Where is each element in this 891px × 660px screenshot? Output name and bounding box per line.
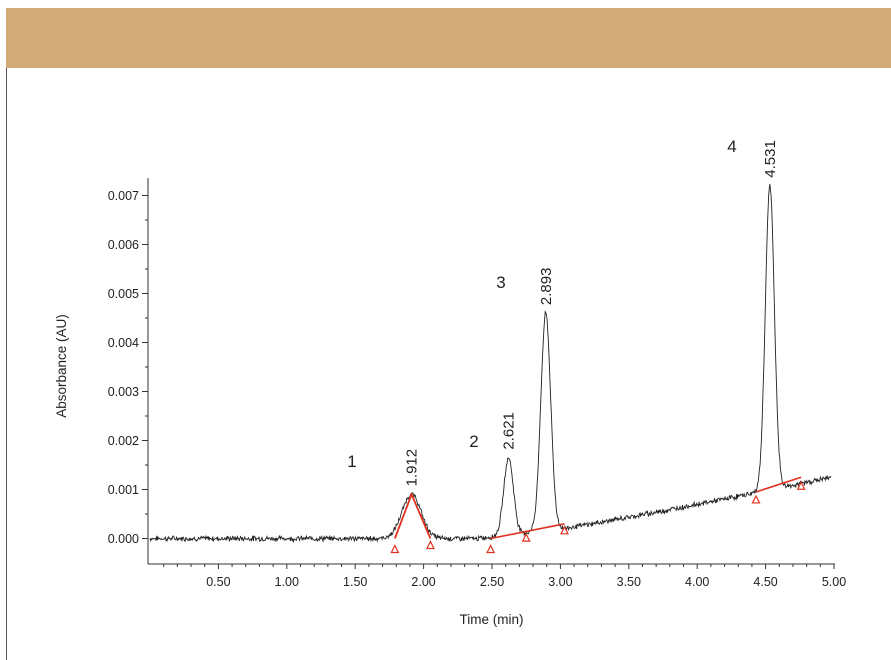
peak-1-end-marker bbox=[425, 540, 435, 550]
y-tick-label: 0.006 bbox=[108, 238, 139, 252]
x-tick-label: 0.50 bbox=[206, 575, 230, 589]
x-tick-label: 4.00 bbox=[685, 575, 709, 589]
x-axis-ticks: 0.50 1.00 1.50 2.00 2.50 3.00 3.50 4.00 4.50 5.00 bbox=[163, 564, 846, 589]
peak-1-retention-time: 1.912 bbox=[404, 449, 421, 487]
peak-labels-layer: 1 1.912 2 2.621 3 2.893 4 4.531 bbox=[347, 137, 779, 486]
baseline-segment-2 bbox=[755, 476, 802, 493]
y-axis-title: Absorbance (AU) bbox=[54, 314, 69, 418]
x-tick-label: 2.50 bbox=[480, 575, 504, 589]
peak-4-number: 4 bbox=[727, 137, 736, 156]
x-tick-label: 3.50 bbox=[617, 575, 641, 589]
peak-1-number: 1 bbox=[347, 452, 356, 471]
y-tick-label: 0.007 bbox=[108, 189, 139, 203]
integration-layer bbox=[390, 476, 806, 554]
y-axis-ticks: 0.000 0.001 0.002 0.003 0.004 0.005 0.006 0.007 bbox=[108, 189, 148, 546]
peak-1-integration bbox=[394, 491, 432, 539]
peak-2-number: 2 bbox=[469, 432, 478, 451]
y-tick-label: 0.003 bbox=[108, 385, 139, 399]
peak-4-end-marker bbox=[796, 480, 806, 490]
trace-layer bbox=[149, 184, 832, 544]
peak-3-number: 3 bbox=[496, 273, 505, 292]
x-tick-label: 4.50 bbox=[753, 575, 777, 589]
y-tick-label: 0.002 bbox=[108, 434, 139, 448]
frame-left-border bbox=[6, 68, 7, 660]
chart-axes bbox=[147, 178, 835, 565]
y-tick-label: 0.005 bbox=[108, 287, 139, 301]
peak-2-start-marker bbox=[486, 544, 496, 554]
peak-1-start-marker bbox=[390, 544, 400, 554]
peak-4-start-marker bbox=[751, 494, 761, 504]
x-tick-label: 1.50 bbox=[343, 575, 367, 589]
header-band bbox=[6, 8, 891, 68]
y-tick-label: 0.004 bbox=[108, 336, 139, 350]
peak-2-retention-time: 2.621 bbox=[501, 412, 518, 450]
x-axis-title: Time (min) bbox=[460, 612, 524, 627]
chromatogram-trace bbox=[149, 184, 832, 544]
x-tick-label: 5.00 bbox=[822, 575, 846, 589]
peak-4-retention-time: 4.531 bbox=[762, 140, 779, 178]
x-tick-label: 1.00 bbox=[275, 575, 299, 589]
peak-2-end-marker bbox=[521, 532, 531, 542]
baseline-segment-1 bbox=[490, 523, 565, 540]
x-tick-label: 2.00 bbox=[411, 575, 435, 589]
y-tick-label: 0.001 bbox=[108, 483, 139, 497]
y-tick-label: 0.000 bbox=[108, 532, 139, 546]
peak-3-end-marker bbox=[560, 525, 569, 535]
x-tick-label: 3.00 bbox=[548, 575, 572, 589]
peak-3-retention-time: 2.893 bbox=[538, 268, 555, 306]
